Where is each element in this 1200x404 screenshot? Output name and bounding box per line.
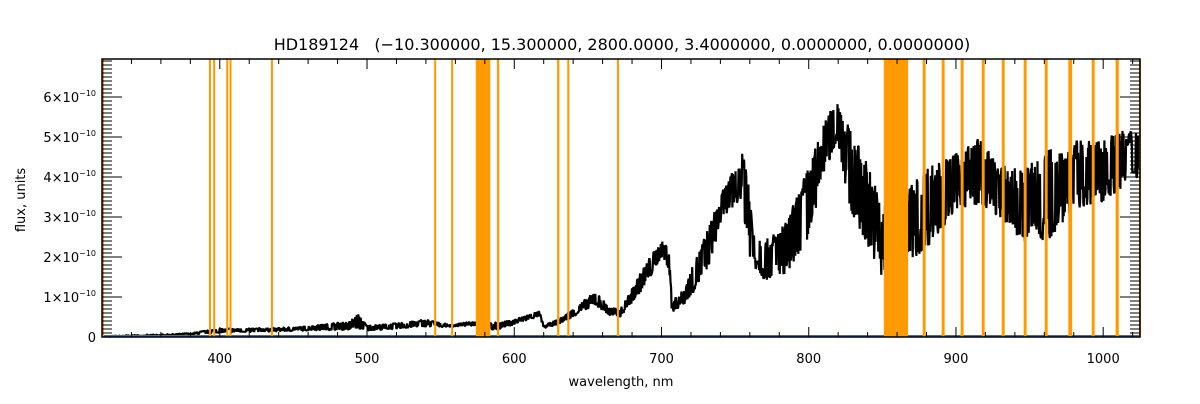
masked-region-edge [102, 59, 104, 337]
spectrum [108, 104, 1141, 339]
spectrum-line [108, 104, 1141, 339]
y-tick-labels: 0 1×10−10 2×10−10 3×10−10 4×10−10 5×10−10 6×10… [43, 89, 96, 346]
masked-region-band [557, 59, 560, 337]
y-tick-label: 4×10−10 [43, 169, 96, 186]
masked-region-band [213, 59, 216, 337]
masked-region-band [1068, 59, 1073, 337]
masked-region-band [226, 59, 229, 337]
x-tick-label: 700 [649, 352, 674, 367]
y-tick-label: 6×10−10 [43, 89, 96, 106]
masked-region-band [270, 59, 273, 337]
masked-region-band [1091, 59, 1095, 337]
y-tick-label: 3×10−10 [43, 209, 96, 226]
y-tick-label: 5×10−10 [43, 129, 96, 146]
masked-region-band [496, 59, 500, 337]
x-axis-label: wavelength, nm [569, 375, 674, 390]
x-tick-label: 500 [355, 352, 380, 367]
masked-region-band [981, 59, 985, 337]
masked-region-band [451, 59, 454, 337]
y-tick-label: 2×10−10 [43, 249, 96, 266]
masked-region-band [1115, 59, 1119, 337]
masked-region-band [922, 59, 926, 337]
y-tick-label: 1×10−10 [43, 289, 96, 306]
plot-frame [101, 58, 1141, 338]
x-tick-label: 600 [502, 352, 527, 367]
masked-region-band [616, 59, 619, 337]
y-tick-label: 0 [88, 331, 96, 346]
x-tick-label: 900 [944, 352, 969, 367]
x-tick-labels: 400 500 600 700 800 900 1000 [207, 352, 1119, 367]
y-axis-label: flux, units [14, 168, 29, 233]
x-tick-label: 400 [207, 352, 232, 367]
masked-region-band [960, 59, 964, 337]
masked-region-band [883, 59, 909, 337]
masked-region-band [229, 59, 232, 337]
x-tick-label: 800 [796, 352, 821, 367]
masked-region-band [475, 59, 491, 337]
x-tick-label: 1000 [1087, 352, 1120, 367]
masked-region-band [941, 59, 945, 337]
masked-region-band [208, 59, 211, 337]
masked-region-band [567, 59, 570, 337]
masked-region-band [1023, 59, 1027, 337]
chart-title: HD189124 (−10.300000, 15.300000, 2800.00… [274, 35, 971, 54]
masked-region-band [1044, 59, 1048, 337]
masked-region-band [1001, 59, 1005, 337]
masked-region-band [434, 59, 437, 337]
axis-ticks [101, 59, 1140, 338]
